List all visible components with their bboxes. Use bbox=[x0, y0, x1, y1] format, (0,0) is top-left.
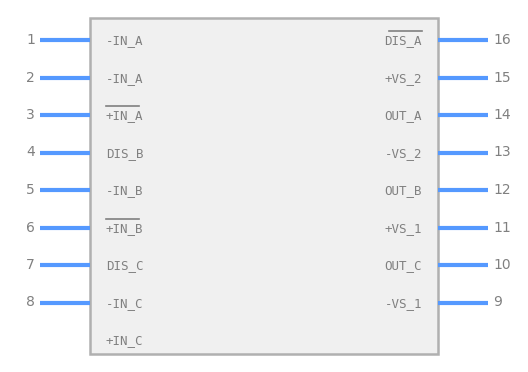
Text: -IN_B: -IN_B bbox=[106, 185, 144, 198]
Text: 15: 15 bbox=[493, 71, 511, 84]
Text: -IN_A: -IN_A bbox=[106, 35, 144, 48]
Text: 6: 6 bbox=[26, 221, 35, 234]
Text: 14: 14 bbox=[493, 108, 511, 122]
Text: +VS_2: +VS_2 bbox=[384, 72, 422, 85]
Text: +IN_C: +IN_C bbox=[106, 334, 144, 347]
Text: 9: 9 bbox=[493, 295, 502, 310]
Text: 5: 5 bbox=[26, 183, 35, 197]
Bar bbox=[90, 18, 438, 354]
Text: 3: 3 bbox=[26, 108, 35, 122]
Text: OUT_C: OUT_C bbox=[384, 260, 422, 273]
Text: -IN_A: -IN_A bbox=[106, 72, 144, 85]
Text: 7: 7 bbox=[26, 258, 35, 272]
Text: 10: 10 bbox=[493, 258, 511, 272]
Text: -VS_1: -VS_1 bbox=[384, 297, 422, 310]
Text: -IN_C: -IN_C bbox=[106, 297, 144, 310]
Text: DIS_A: DIS_A bbox=[384, 35, 422, 48]
Text: OUT_A: OUT_A bbox=[384, 109, 422, 122]
Text: 8: 8 bbox=[26, 295, 35, 310]
Text: +IN_B: +IN_B bbox=[106, 222, 144, 235]
Text: +VS_1: +VS_1 bbox=[384, 222, 422, 235]
Text: +IN_A: +IN_A bbox=[106, 109, 144, 122]
Text: 4: 4 bbox=[26, 145, 35, 160]
Text: -VS_2: -VS_2 bbox=[384, 147, 422, 160]
Text: 1: 1 bbox=[26, 33, 35, 47]
Text: 12: 12 bbox=[493, 183, 511, 197]
Text: DIS_B: DIS_B bbox=[106, 147, 144, 160]
Text: 2: 2 bbox=[26, 71, 35, 84]
Text: 13: 13 bbox=[493, 145, 511, 160]
Text: OUT_B: OUT_B bbox=[384, 185, 422, 198]
Text: 16: 16 bbox=[493, 33, 511, 47]
Text: DIS_C: DIS_C bbox=[106, 260, 144, 273]
Text: 11: 11 bbox=[493, 221, 511, 234]
